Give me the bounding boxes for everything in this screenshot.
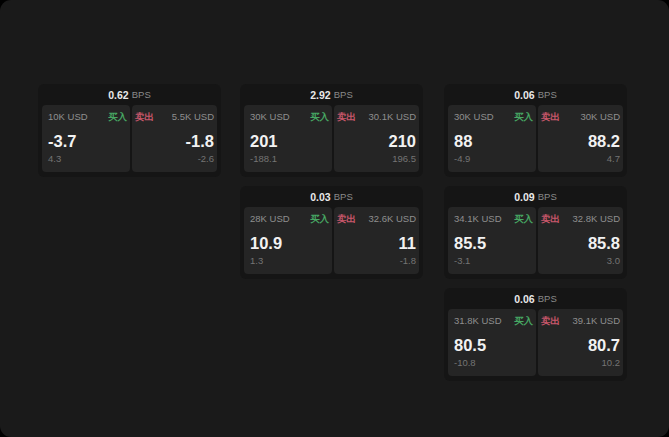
buy-price: 88 <box>454 131 533 151</box>
quote-card[interactable]: 0.03 BPS 28K USD 买入 10.9 1.3 卖出 32.6K US… <box>240 186 423 279</box>
buy-notional: 30K USD <box>250 111 290 123</box>
buy-notional: 30K USD <box>454 111 494 123</box>
bps-value: 0.09 <box>514 191 534 203</box>
sell-panel[interactable]: 卖出 30K USD 88.2 4.7 <box>538 105 623 172</box>
card-header: 0.06 BPS <box>444 288 627 309</box>
buy-panel[interactable]: 31.8K USD 买入 80.5 -10.8 <box>448 309 536 376</box>
sell-sub-value: -1.8 <box>337 255 416 267</box>
buy-price: 201 <box>250 131 329 151</box>
sell-tag: 卖出 <box>135 111 154 123</box>
sell-notional: 39.1K USD <box>572 315 620 327</box>
bps-value: 0.06 <box>514 89 534 101</box>
sell-notional: 5.5K USD <box>172 111 214 123</box>
buy-panel[interactable]: 10K USD 买入 -3.7 4.3 <box>42 105 130 172</box>
card-header: 0.62 BPS <box>38 84 221 105</box>
buy-sub-value: -3.1 <box>454 255 533 267</box>
buy-sub-value: -188.1 <box>250 153 329 165</box>
sell-sub-value: -2.6 <box>135 153 214 165</box>
bps-value: 2.92 <box>310 89 330 101</box>
bps-unit-label: BPS <box>132 89 151 100</box>
sell-notional: 32.6K USD <box>368 213 416 225</box>
sell-notional: 30K USD <box>580 111 620 123</box>
sell-price: 88.2 <box>541 131 620 151</box>
buy-price: 80.5 <box>454 335 533 355</box>
quote-card[interactable]: 0.06 BPS 30K USD 买入 88 -4.9 卖出 30K USD 8… <box>444 84 627 177</box>
buy-panel[interactable]: 30K USD 买入 88 -4.9 <box>448 105 536 172</box>
bps-unit-label: BPS <box>334 89 353 100</box>
sell-panel[interactable]: 卖出 30.1K USD 210 196.5 <box>334 105 419 172</box>
sell-panel[interactable]: 卖出 32.8K USD 85.8 3.0 <box>538 207 623 274</box>
buy-notional: 10K USD <box>48 111 88 123</box>
quote-card[interactable]: 0.62 BPS 10K USD 买入 -3.7 4.3 卖出 5.5K USD… <box>38 84 221 177</box>
sell-notional: 32.8K USD <box>572 213 620 225</box>
sell-tag: 卖出 <box>337 213 356 225</box>
sell-panel[interactable]: 卖出 5.5K USD -1.8 -2.6 <box>132 105 217 172</box>
buy-panel[interactable]: 28K USD 买入 10.9 1.3 <box>244 207 332 274</box>
sell-price: -1.8 <box>135 131 214 151</box>
sell-sub-value: 3.0 <box>541 255 620 267</box>
sell-price: 85.8 <box>541 233 620 253</box>
bps-value: 0.03 <box>310 191 330 203</box>
buy-notional: 34.1K USD <box>454 213 502 225</box>
card-header: 0.06 BPS <box>444 84 627 105</box>
card-header: 0.09 BPS <box>444 186 627 207</box>
bps-value: 0.62 <box>108 89 128 101</box>
sell-tag: 卖出 <box>541 315 560 327</box>
sell-tag: 卖出 <box>541 213 560 225</box>
buy-sub-value: -4.9 <box>454 153 533 165</box>
buy-price: 85.5 <box>454 233 533 253</box>
buy-panel[interactable]: 34.1K USD 买入 85.5 -3.1 <box>448 207 536 274</box>
sell-price: 80.7 <box>541 335 620 355</box>
bps-unit-label: BPS <box>538 293 557 304</box>
bps-unit-label: BPS <box>538 89 557 100</box>
sell-tag: 卖出 <box>337 111 356 123</box>
sell-sub-value: 4.7 <box>541 153 620 165</box>
quote-card[interactable]: 2.92 BPS 30K USD 买入 201 -188.1 卖出 30.1K … <box>240 84 423 177</box>
buy-tag: 买入 <box>108 111 127 123</box>
bps-unit-label: BPS <box>538 191 557 202</box>
buy-tag: 买入 <box>310 111 329 123</box>
sell-panel[interactable]: 卖出 39.1K USD 80.7 10.2 <box>538 309 623 376</box>
quote-card[interactable]: 0.06 BPS 31.8K USD 买入 80.5 -10.8 卖出 39.1… <box>444 288 627 381</box>
buy-sub-value: 4.3 <box>48 153 127 165</box>
sell-sub-value: 196.5 <box>337 153 416 165</box>
buy-notional: 31.8K USD <box>454 315 502 327</box>
bps-unit-label: BPS <box>334 191 353 202</box>
buy-tag: 买入 <box>514 111 533 123</box>
card-header: 0.03 BPS <box>240 186 423 207</box>
bps-value: 0.06 <box>514 293 534 305</box>
sell-price: 11 <box>337 233 416 253</box>
sell-price: 210 <box>337 131 416 151</box>
quotes-board: 0.62 BPS 10K USD 买入 -3.7 4.3 卖出 5.5K USD… <box>0 0 669 437</box>
buy-tag: 买入 <box>310 213 329 225</box>
sell-tag: 卖出 <box>541 111 560 123</box>
sell-sub-value: 10.2 <box>541 357 620 369</box>
sell-panel[interactable]: 卖出 32.6K USD 11 -1.8 <box>334 207 419 274</box>
quote-card[interactable]: 0.09 BPS 34.1K USD 买入 85.5 -3.1 卖出 32.8K… <box>444 186 627 279</box>
buy-sub-value: -10.8 <box>454 357 533 369</box>
buy-tag: 买入 <box>514 213 533 225</box>
buy-tag: 买入 <box>514 315 533 327</box>
card-header: 2.92 BPS <box>240 84 423 105</box>
buy-panel[interactable]: 30K USD 买入 201 -188.1 <box>244 105 332 172</box>
sell-notional: 30.1K USD <box>368 111 416 123</box>
buy-price: -3.7 <box>48 131 127 151</box>
buy-price: 10.9 <box>250 233 329 253</box>
buy-sub-value: 1.3 <box>250 255 329 267</box>
buy-notional: 28K USD <box>250 213 290 225</box>
